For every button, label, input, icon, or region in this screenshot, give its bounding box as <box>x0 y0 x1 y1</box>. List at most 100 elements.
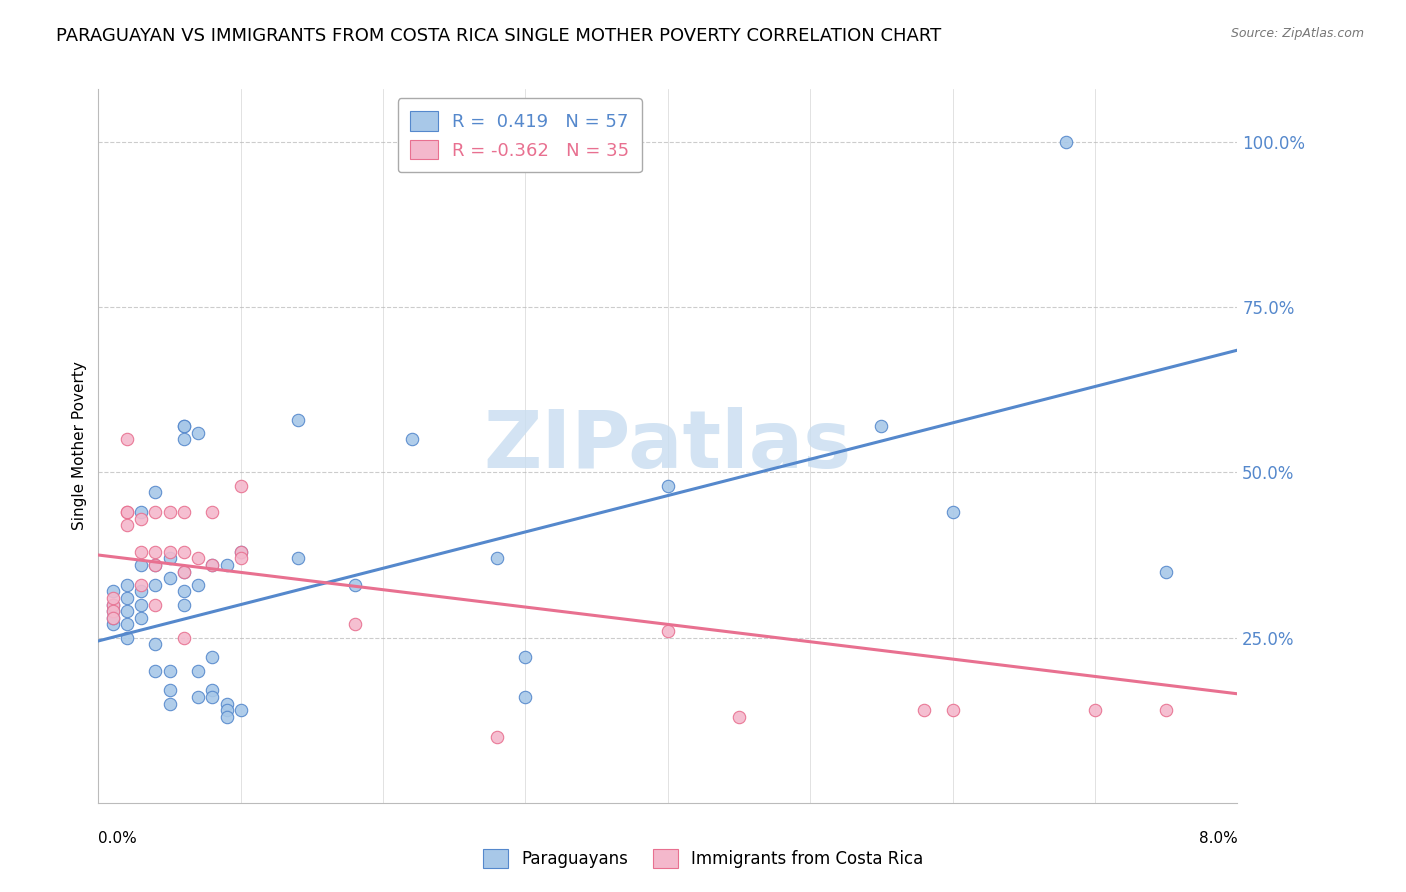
Point <box>101 584 124 599</box>
Point <box>173 505 195 519</box>
Point <box>101 598 124 612</box>
Point <box>129 598 152 612</box>
Point <box>101 604 124 618</box>
Point <box>115 518 138 533</box>
Point <box>486 730 509 744</box>
Point <box>215 558 238 572</box>
Point <box>115 505 138 519</box>
Point <box>229 545 252 559</box>
Point <box>657 624 679 638</box>
Point <box>942 505 965 519</box>
Point <box>201 683 224 698</box>
Point <box>401 433 423 447</box>
Point <box>145 664 167 678</box>
Point <box>101 604 124 618</box>
Point <box>187 578 209 592</box>
Point <box>187 425 209 440</box>
Point <box>287 412 309 426</box>
Point <box>129 511 152 525</box>
Point <box>1154 565 1177 579</box>
Point <box>728 710 751 724</box>
Point <box>173 584 195 599</box>
Point <box>229 545 252 559</box>
Point <box>101 611 124 625</box>
Point <box>173 419 195 434</box>
Point <box>115 578 138 592</box>
Point <box>215 710 238 724</box>
Point <box>173 631 195 645</box>
Point <box>201 558 224 572</box>
Point <box>173 565 195 579</box>
Point <box>1056 135 1078 149</box>
Point <box>159 697 181 711</box>
Point <box>101 598 124 612</box>
Point <box>159 505 181 519</box>
Point <box>129 584 152 599</box>
Point <box>115 631 138 645</box>
Point <box>912 703 935 717</box>
Point <box>115 617 138 632</box>
Point <box>159 545 181 559</box>
Point <box>129 545 152 559</box>
Point <box>173 419 195 434</box>
Point <box>173 565 195 579</box>
Point <box>201 505 224 519</box>
Legend: Paraguayans, Immigrants from Costa Rica: Paraguayans, Immigrants from Costa Rica <box>477 843 929 875</box>
Point <box>115 505 138 519</box>
Point <box>1154 703 1177 717</box>
Point <box>942 703 965 717</box>
Point <box>115 591 138 605</box>
Point <box>486 551 509 566</box>
Point <box>229 478 252 492</box>
Point <box>515 650 537 665</box>
Point <box>515 690 537 704</box>
Point <box>215 703 238 717</box>
Text: PARAGUAYAN VS IMMIGRANTS FROM COSTA RICA SINGLE MOTHER POVERTY CORRELATION CHART: PARAGUAYAN VS IMMIGRANTS FROM COSTA RICA… <box>56 27 942 45</box>
Point <box>201 558 224 572</box>
Point <box>173 545 195 559</box>
Point <box>229 703 252 717</box>
Y-axis label: Single Mother Poverty: Single Mother Poverty <box>72 361 87 531</box>
Point <box>145 598 167 612</box>
Point <box>145 558 167 572</box>
Point <box>115 433 138 447</box>
Point <box>145 545 167 559</box>
Point <box>145 578 167 592</box>
Point <box>173 433 195 447</box>
Point <box>145 505 167 519</box>
Point <box>145 558 167 572</box>
Point <box>101 591 124 605</box>
Point <box>101 617 124 632</box>
Point <box>215 697 238 711</box>
Point <box>201 650 224 665</box>
Point <box>173 598 195 612</box>
Point <box>343 617 366 632</box>
Legend: R =  0.419   N = 57, R = -0.362   N = 35: R = 0.419 N = 57, R = -0.362 N = 35 <box>398 98 641 172</box>
Point <box>159 664 181 678</box>
Point <box>229 551 252 566</box>
Point <box>159 571 181 585</box>
Point <box>287 551 309 566</box>
Point <box>145 485 167 500</box>
Point <box>159 551 181 566</box>
Point <box>201 690 224 704</box>
Point <box>129 578 152 592</box>
Point <box>115 604 138 618</box>
Point <box>187 690 209 704</box>
Text: ZIPatlas: ZIPatlas <box>484 407 852 485</box>
Point <box>870 419 893 434</box>
Point <box>187 664 209 678</box>
Point <box>1084 703 1107 717</box>
Text: 0.0%: 0.0% <box>98 831 138 847</box>
Point <box>145 637 167 651</box>
Text: 8.0%: 8.0% <box>1198 831 1237 847</box>
Point <box>101 611 124 625</box>
Point <box>129 558 152 572</box>
Point <box>657 478 679 492</box>
Point <box>159 683 181 698</box>
Point <box>129 505 152 519</box>
Point <box>343 578 366 592</box>
Point <box>129 611 152 625</box>
Point <box>187 551 209 566</box>
Text: Source: ZipAtlas.com: Source: ZipAtlas.com <box>1230 27 1364 40</box>
